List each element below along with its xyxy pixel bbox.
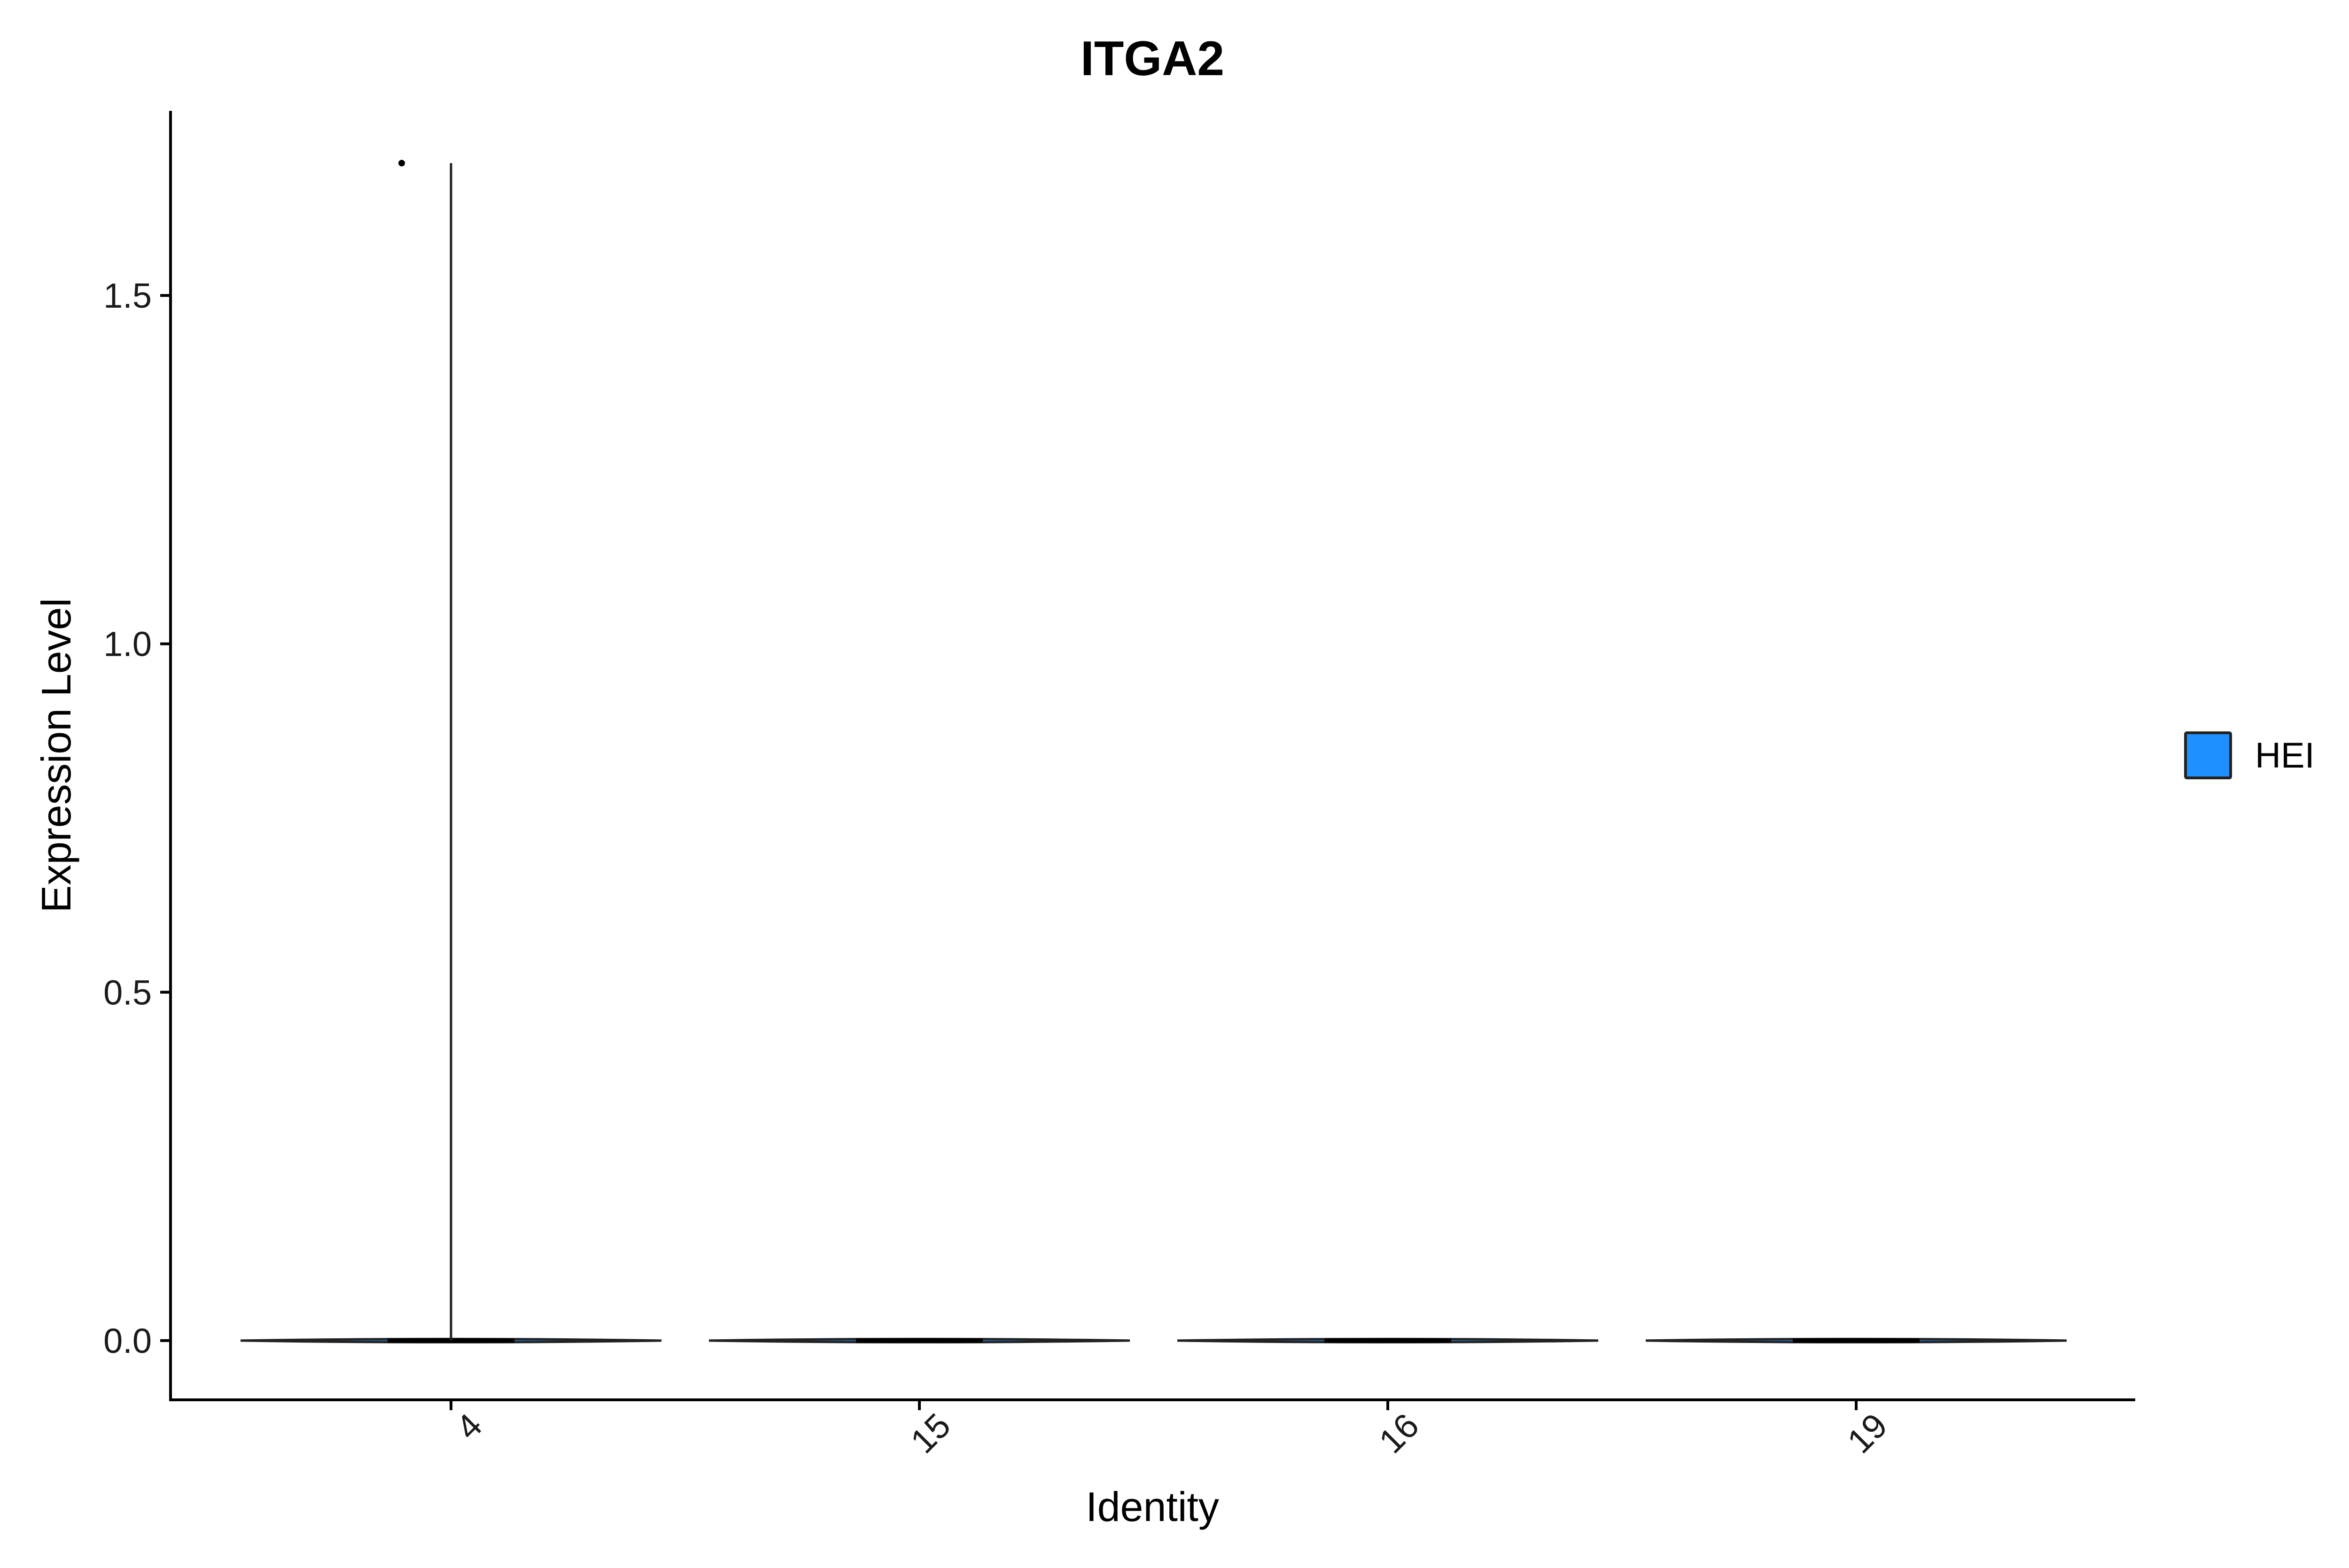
x-tick-label: 16 (1371, 1406, 1426, 1461)
x-tick-label: 19 (1840, 1406, 1895, 1461)
y-tick-label: 0.0 (103, 1321, 152, 1360)
y-tick-label: 1.5 (103, 276, 152, 315)
x-tick-label: 4 (448, 1406, 490, 1447)
y-axis-title: Expression Level (33, 598, 79, 913)
y-tick-label: 1.0 (103, 625, 152, 664)
y-axis-ticks: 0.0 0.5 1.0 1.5 (103, 276, 171, 1360)
violin-16 (1177, 1337, 1599, 1343)
plot-area (240, 160, 2067, 1343)
x-axis-title: Identity (1086, 1483, 1219, 1530)
legend-label: HEI (2255, 736, 2315, 776)
x-tick-label: 15 (903, 1406, 958, 1461)
y-tick-label: 0.5 (103, 973, 152, 1012)
chart-title: ITGA2 (1081, 31, 1224, 86)
violin-4 (240, 160, 662, 1343)
violin-15 (708, 1337, 1130, 1343)
x-axis-ticks: 4 15 16 19 (448, 1400, 1895, 1461)
legend-swatch (2184, 731, 2232, 779)
legend: HEI (2184, 731, 2315, 779)
violin-19 (1645, 1337, 2067, 1343)
data-point (398, 160, 405, 167)
